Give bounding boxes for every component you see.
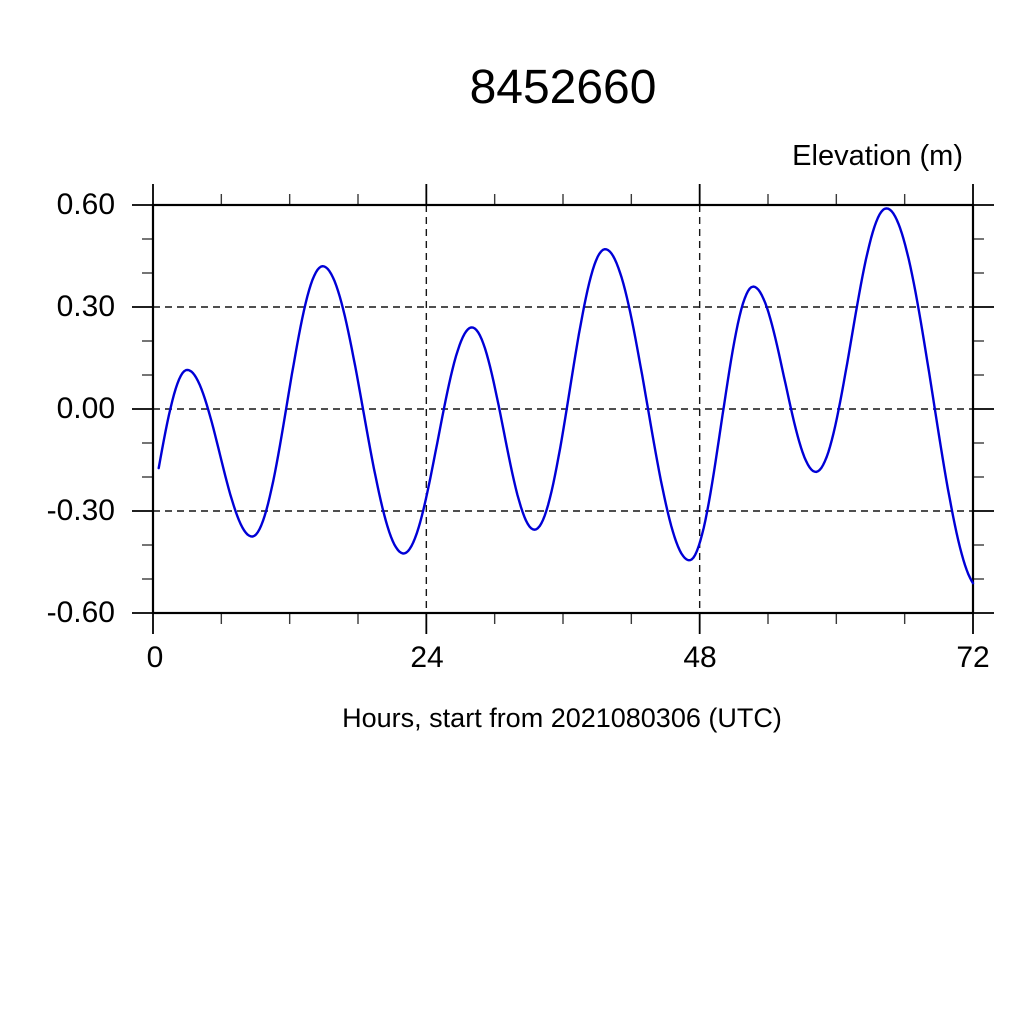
tide-curve <box>157 207 975 585</box>
y-tick-label-neg-0.60: -0.60 <box>46 596 115 629</box>
chart-title: 8452660 <box>469 61 657 114</box>
y-axis-title: Elevation (m) <box>792 140 963 172</box>
y-tick-label-0.30: 0.30 <box>56 290 115 323</box>
x-tick-label-48: 48 <box>683 641 717 674</box>
y-tick-label-neg-0.30: -0.30 <box>46 494 115 527</box>
x-tick-label-72: 72 <box>956 641 990 674</box>
plot-frame <box>151 203 975 615</box>
x-tick-label-0: 0 <box>146 641 164 674</box>
x-axis-title: Hours, start from 2021080306 (UTC) <box>342 703 782 733</box>
y-tick-label-0.60: 0.60 <box>56 188 115 221</box>
y-tick-label-0.00: 0.00 <box>56 392 115 425</box>
x-tick-label-24: 24 <box>410 641 444 674</box>
